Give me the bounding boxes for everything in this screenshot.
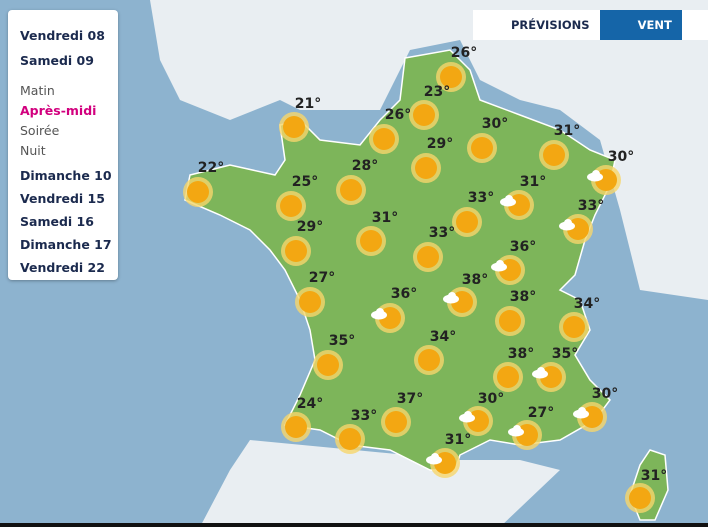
menu-item[interactable]: Dimanche 10: [20, 168, 112, 183]
menu-item[interactable]: Matin: [20, 83, 55, 98]
cloud-icon: [505, 195, 513, 203]
sun-icon: [340, 179, 362, 201]
tab[interactable]: PRÉVISIONS: [473, 10, 600, 40]
temperature: 30°: [592, 386, 618, 402]
sun-icon: [385, 411, 407, 433]
sun-icon: [373, 128, 395, 150]
temperature: 28°: [352, 158, 378, 174]
sun-icon: [413, 104, 435, 126]
cloud-icon: [448, 292, 456, 300]
temperature: 36°: [510, 239, 536, 255]
sun-icon: [497, 366, 519, 388]
temperature: 30°: [478, 391, 504, 407]
sun-icon: [629, 487, 651, 509]
menu-item[interactable]: Dimanche 17: [20, 237, 112, 252]
sun-icon: [285, 240, 307, 262]
temperature: 26°: [451, 45, 477, 61]
neighbor-land: [150, 0, 708, 300]
sun-icon: [417, 246, 439, 268]
tab[interactable]: UV: [681, 10, 708, 40]
sun-icon: [440, 66, 462, 88]
sun-icon: [339, 428, 361, 450]
menu-item[interactable]: Après-midi: [20, 103, 97, 118]
menu-item[interactable]: Samedi 09: [20, 53, 94, 68]
temperature: 29°: [427, 136, 453, 152]
temperature: 31°: [445, 432, 471, 448]
temperature: 34°: [574, 296, 600, 312]
cloud-icon: [496, 260, 504, 268]
menu-item[interactable]: Vendredi 22: [20, 260, 105, 275]
cloud-icon: [431, 453, 439, 461]
temperature: 29°: [297, 219, 323, 235]
temperature: 34°: [430, 329, 456, 345]
temperature: 33°: [351, 408, 377, 424]
temperature: 30°: [482, 116, 508, 132]
temperature: 38°: [510, 289, 536, 305]
sun-icon: [317, 354, 339, 376]
temperature: 33°: [468, 190, 494, 206]
temperature: 25°: [292, 174, 318, 190]
temperature: 33°: [429, 225, 455, 241]
temperature: 24°: [297, 396, 323, 412]
cloud-icon: [592, 170, 600, 178]
temperature: 21°: [295, 96, 321, 112]
temperature: 35°: [329, 333, 355, 349]
temperature: 36°: [391, 286, 417, 302]
temperature: 23°: [424, 84, 450, 100]
temperature: 38°: [508, 346, 534, 362]
temperature: 27°: [528, 405, 554, 421]
menu-item[interactable]: Vendredi 08: [20, 28, 105, 43]
tabs: PRÉVISIONSVENTUV: [473, 10, 708, 40]
spain-land: [200, 440, 560, 527]
temperature: 31°: [554, 123, 580, 139]
sun-icon: [499, 310, 521, 332]
sun-icon: [471, 137, 493, 159]
sun-icon: [456, 211, 478, 233]
cloud-icon: [464, 411, 472, 419]
temperature: 22°: [198, 160, 224, 176]
menu-item[interactable]: Nuit: [20, 143, 46, 158]
temperature: 35°: [552, 346, 578, 362]
sun-icon: [563, 316, 585, 338]
menu-item[interactable]: Soirée: [20, 123, 60, 138]
sun-icon: [187, 181, 209, 203]
temperature: 31°: [372, 210, 398, 226]
temperature: 33°: [578, 198, 604, 214]
sun-icon: [285, 416, 307, 438]
cloud-icon: [513, 425, 521, 433]
cloud-icon: [537, 367, 545, 375]
temperature: 31°: [520, 174, 546, 190]
temperature: 26°: [385, 107, 411, 123]
tab[interactable]: VENT: [599, 10, 682, 40]
sun-icon: [543, 144, 565, 166]
menu-item[interactable]: Vendredi 15: [20, 191, 105, 206]
cloud-icon: [578, 407, 586, 415]
day-menu: Vendredi 08 Samedi 09 Matin Après-midi Soiré…: [8, 10, 118, 280]
sun-icon: [299, 291, 321, 313]
bottom-bar: [0, 523, 708, 527]
temperature: 27°: [309, 270, 335, 286]
temperature: 31°: [641, 468, 667, 484]
cloud-icon: [376, 308, 384, 316]
sun-icon: [283, 116, 305, 138]
cloud-icon: [564, 219, 572, 227]
sun-icon: [360, 230, 382, 252]
sun-icon: [280, 195, 302, 217]
temperature: 30°: [608, 149, 634, 165]
menu-item[interactable]: Samedi 16: [20, 214, 94, 229]
sun-icon: [418, 349, 440, 371]
temperature: 38°: [462, 272, 488, 288]
temperature: 37°: [397, 391, 423, 407]
sun-icon: [415, 157, 437, 179]
